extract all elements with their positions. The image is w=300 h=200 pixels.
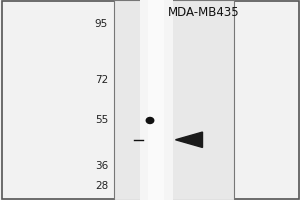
Text: 28: 28 [95, 181, 108, 191]
Bar [114, 0, 234, 200]
Text: 55: 55 [95, 115, 108, 125]
Bar [148, 0, 164, 200]
Text: 95: 95 [95, 19, 108, 29]
Text: 36: 36 [95, 161, 108, 171]
Ellipse shape [146, 117, 154, 123]
Polygon shape [176, 132, 203, 147]
Text: MDA-MB435: MDA-MB435 [168, 6, 240, 19]
Bar [140, 0, 172, 200]
FancyBboxPatch shape [2, 1, 298, 199]
Text: 72: 72 [95, 75, 108, 85]
